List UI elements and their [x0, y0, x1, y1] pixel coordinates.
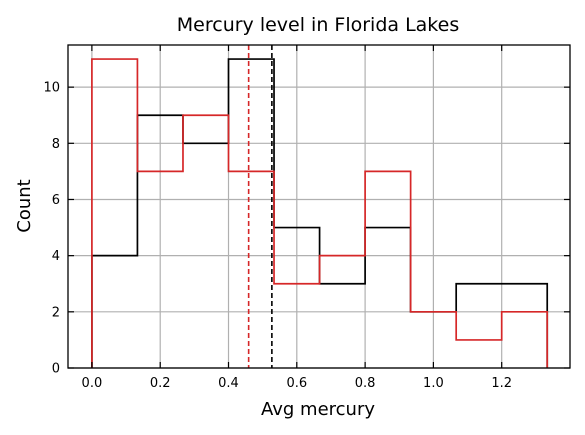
- histogram-series-0: [91, 58, 549, 368]
- x-tick-label-1: 0.2: [150, 376, 171, 391]
- y-tick-label-3: 6: [52, 193, 60, 208]
- y-tick-label-4: 8: [52, 137, 60, 152]
- x-tick-label-3: 0.6: [286, 376, 307, 391]
- plot-frame: [67, 44, 571, 369]
- y-tick-label-0: 0: [52, 362, 60, 377]
- ticks-layer: 0.0 0.2 0.4 0.6 0.8 1.0 1.2 0 2 4 6 8 10: [43, 45, 570, 391]
- x-tick-label-4: 0.8: [355, 376, 376, 391]
- x-tick-label-0: 0.0: [82, 376, 103, 391]
- x-tick-label-2: 0.4: [218, 376, 239, 391]
- histogram-series-1: [91, 58, 549, 368]
- y-tick-label-1: 2: [52, 305, 60, 320]
- y-tick-label-5: 10: [43, 81, 60, 96]
- x-tick-label-6: 1.2: [491, 376, 512, 391]
- x-tick-label-5: 1.0: [423, 376, 444, 391]
- y-tick-label-2: 4: [52, 249, 60, 264]
- series-layer: [91, 58, 549, 368]
- y-axis-label: Count: [14, 179, 35, 232]
- mean-lines-layer: [247, 45, 273, 368]
- chart-title: Mercury level in Florida Lakes: [177, 14, 459, 36]
- grid-layer: [68, 45, 570, 369]
- x-axis-label: Avg mercury: [261, 399, 375, 420]
